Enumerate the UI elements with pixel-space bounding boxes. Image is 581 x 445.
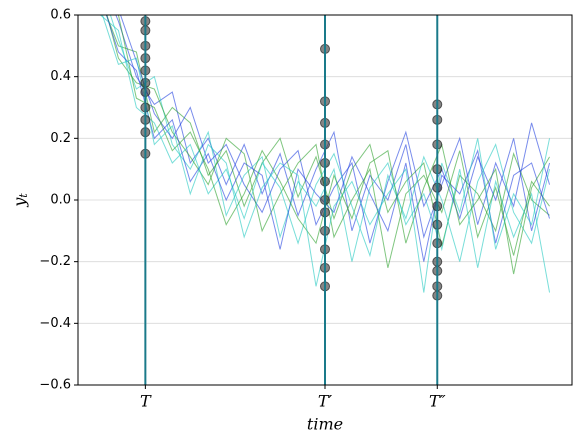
y-tick-label: 0.6 [50, 8, 71, 23]
y-tick-label: −0.6 [39, 378, 71, 393]
x-tick-label: T [140, 392, 152, 411]
y-tick-label: −0.4 [39, 316, 71, 331]
y-axis-label: yt [10, 193, 31, 208]
y-tick-label: 0.2 [50, 131, 71, 146]
y-tick-label: −0.2 [39, 254, 71, 269]
y-tick-label: 0.0 [50, 193, 71, 208]
x-tick-label: T″ [429, 392, 446, 411]
x-axis-label: time [307, 415, 343, 434]
y-tick-label: 0.4 [50, 69, 71, 84]
plot-frame [77, 14, 573, 386]
x-tick-label: T′ [318, 392, 333, 411]
